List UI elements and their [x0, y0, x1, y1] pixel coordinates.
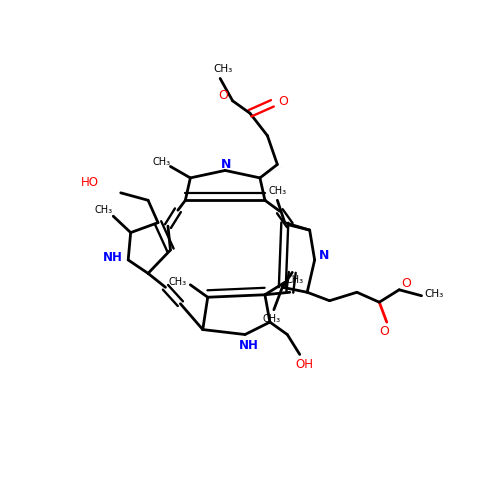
Text: OH: OH: [296, 358, 314, 371]
Text: CH₃: CH₃: [268, 186, 286, 196]
Text: CH₃: CH₃: [152, 158, 170, 168]
Text: N: N: [221, 158, 232, 171]
Text: O: O: [218, 90, 228, 102]
Text: CH₃: CH₃: [262, 314, 280, 324]
Text: O: O: [278, 96, 288, 108]
Text: CH₃: CH₃: [213, 64, 233, 74]
Text: CH₃: CH₃: [286, 275, 304, 285]
Text: NH: NH: [239, 339, 259, 352]
Text: NH: NH: [104, 251, 123, 264]
Text: O: O: [380, 324, 389, 338]
Text: HO: HO: [81, 176, 99, 190]
Text: O: O: [402, 278, 411, 290]
Text: N: N: [318, 250, 329, 262]
Text: CH₃: CH₃: [94, 205, 112, 215]
Text: CH₃: CH₃: [424, 290, 444, 300]
Text: CH₃: CH₃: [169, 278, 187, 287]
